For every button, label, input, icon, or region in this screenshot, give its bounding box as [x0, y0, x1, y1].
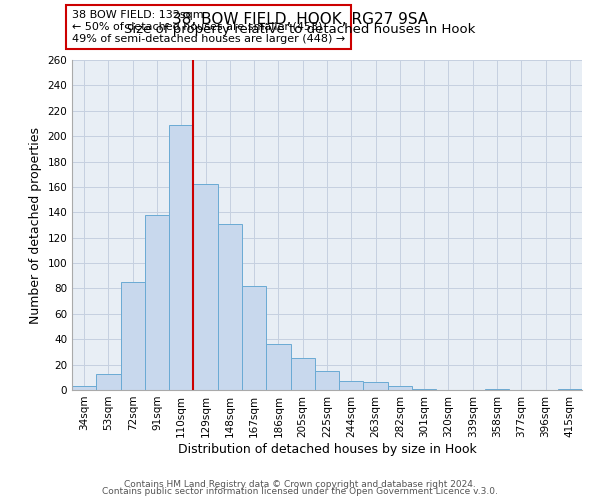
Bar — [121, 282, 145, 390]
Text: Contains HM Land Registry data © Crown copyright and database right 2024.: Contains HM Land Registry data © Crown c… — [124, 480, 476, 489]
Text: Size of property relative to detached houses in Hook: Size of property relative to detached ho… — [124, 22, 476, 36]
X-axis label: Distribution of detached houses by size in Hook: Distribution of detached houses by size … — [178, 442, 476, 456]
Text: Contains public sector information licensed under the Open Government Licence v.: Contains public sector information licen… — [102, 488, 498, 496]
Bar — [169, 124, 193, 390]
Bar — [339, 381, 364, 390]
Bar — [72, 386, 96, 390]
Bar — [364, 382, 388, 390]
Bar — [145, 215, 169, 390]
Bar — [218, 224, 242, 390]
Bar — [485, 388, 509, 390]
Text: 38, BOW FIELD, HOOK, RG27 9SA: 38, BOW FIELD, HOOK, RG27 9SA — [172, 12, 428, 26]
Bar — [96, 374, 121, 390]
Bar — [412, 388, 436, 390]
Text: 38 BOW FIELD: 132sqm
← 50% of detached houses are smaller (453)
49% of semi-deta: 38 BOW FIELD: 132sqm ← 50% of detached h… — [72, 10, 345, 43]
Bar — [193, 184, 218, 390]
Y-axis label: Number of detached properties: Number of detached properties — [29, 126, 42, 324]
Bar — [290, 358, 315, 390]
Bar — [315, 371, 339, 390]
Bar — [242, 286, 266, 390]
Bar — [558, 388, 582, 390]
Bar — [266, 344, 290, 390]
Bar — [388, 386, 412, 390]
